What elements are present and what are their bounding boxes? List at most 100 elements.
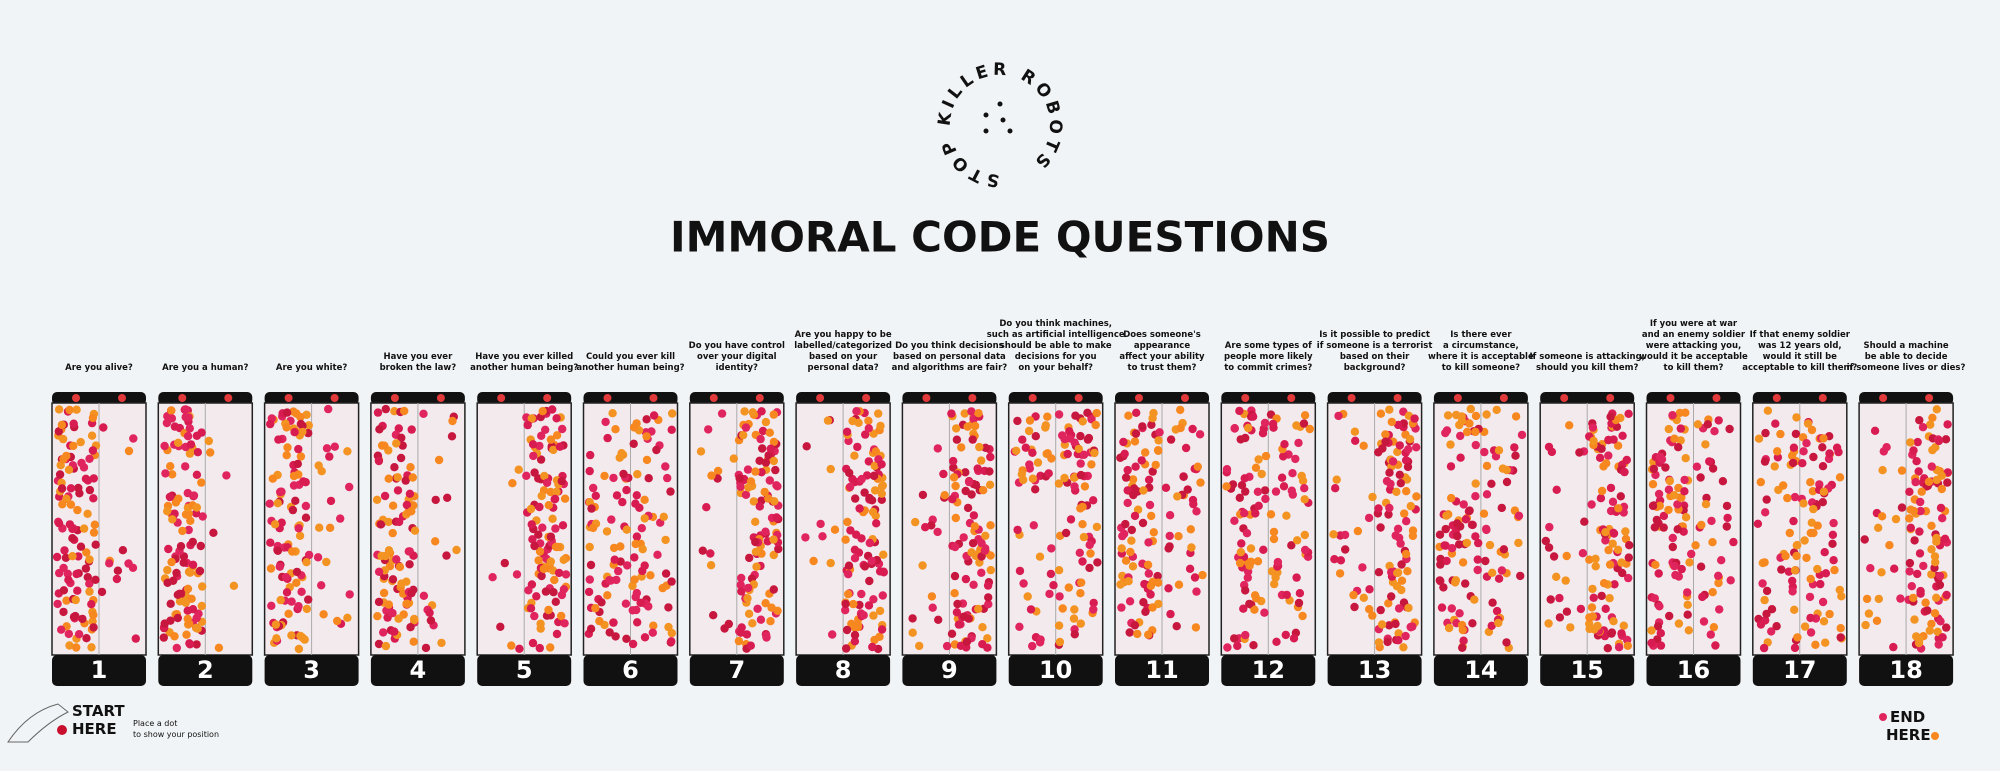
vote-dot	[548, 514, 557, 523]
vote-dot	[1041, 423, 1050, 432]
vote-dot	[1832, 443, 1842, 452]
vote-dot	[1648, 480, 1658, 489]
vote-dot	[87, 431, 97, 440]
vote-dot	[296, 412, 305, 422]
vote-dot	[409, 637, 418, 646]
vote-dot	[1482, 525, 1491, 535]
vote-dot	[1907, 582, 1917, 591]
vote-dot	[1240, 509, 1249, 518]
vote-dot	[642, 415, 651, 424]
vote-dot	[1392, 487, 1401, 496]
vote-dot	[1647, 626, 1656, 635]
vote-dot	[859, 611, 868, 620]
vote-dot	[951, 481, 960, 491]
vote-dot	[319, 610, 328, 619]
vote-dot	[633, 618, 642, 627]
logo-dot	[983, 112, 989, 118]
vote-dot	[406, 463, 415, 472]
vote-dot	[1394, 636, 1403, 645]
vote-dot	[850, 451, 859, 460]
vote-dot	[737, 623, 746, 632]
vote-dot	[1043, 412, 1052, 421]
vote-dot	[826, 464, 835, 474]
vote-dot	[1910, 615, 1919, 624]
vote-dot	[374, 639, 384, 649]
vote-dot	[384, 546, 394, 555]
vote-dot	[419, 591, 429, 600]
vote-dot	[1155, 428, 1164, 437]
vote-dot	[743, 594, 752, 603]
vote-dot	[1789, 443, 1799, 452]
vote-dot	[844, 561, 854, 570]
vote-dot	[735, 474, 744, 483]
vote-dot	[167, 557, 176, 567]
vote-dot	[375, 425, 384, 434]
vote-dot	[1117, 544, 1126, 553]
vote-dot	[1335, 569, 1345, 578]
vote-dot	[1934, 436, 1944, 446]
vote-dot	[1397, 560, 1406, 569]
question: Have you ever killed	[475, 352, 573, 362]
vote-dot	[874, 409, 883, 418]
vote-dot	[1928, 445, 1937, 455]
vote-dot	[984, 600, 993, 609]
vote-dot	[1930, 609, 1940, 618]
vote-dot	[841, 599, 850, 609]
vote-dot	[1915, 416, 1924, 425]
vote-dot	[1761, 428, 1770, 438]
panel-number: 14	[1464, 656, 1497, 684]
vote-dot	[1547, 447, 1557, 457]
vote-dot	[985, 467, 994, 476]
vote-dot	[857, 474, 866, 484]
question: Are you white?	[276, 363, 348, 373]
vote-dot	[1708, 538, 1717, 547]
vote-dot	[1588, 423, 1598, 432]
vote-dot	[933, 527, 942, 537]
vote-dot	[536, 455, 546, 464]
vote-dot	[1923, 606, 1932, 615]
vote-dot	[1790, 566, 1800, 575]
vote-dot	[1279, 452, 1288, 461]
badge	[816, 394, 825, 402]
vote-dot	[1295, 589, 1305, 598]
vote-dot	[282, 423, 291, 432]
badge	[436, 394, 445, 402]
vote-dot	[623, 561, 632, 570]
vote-dot	[640, 561, 649, 570]
vote-dot	[877, 489, 886, 498]
dots	[265, 404, 354, 654]
vote-dot	[181, 598, 190, 607]
vote-dot	[1596, 494, 1606, 503]
vote-dot	[170, 632, 179, 641]
vote-dot	[1018, 435, 1027, 444]
vote-dot	[1471, 411, 1481, 421]
question: Are you alive?	[65, 363, 133, 373]
vote-dot	[1044, 469, 1053, 478]
vote-dot	[1618, 568, 1627, 578]
vote-dot	[1625, 541, 1634, 550]
vote-dot	[933, 444, 942, 453]
vote-dot	[864, 601, 874, 610]
question: to commit crimes?	[1224, 363, 1312, 373]
vote-dot	[315, 523, 324, 532]
vote-dot	[649, 621, 658, 630]
vote-dot	[1394, 604, 1404, 613]
vote-dot	[611, 425, 620, 434]
dots	[52, 405, 140, 652]
vote-dot	[1243, 573, 1253, 582]
vote-dot	[1149, 528, 1159, 537]
vote-dot	[1891, 514, 1901, 524]
question: based on your	[809, 352, 878, 362]
vote-dot	[546, 557, 555, 566]
vote-dot	[1246, 544, 1256, 553]
vote-dot	[1405, 435, 1415, 444]
vote-dot	[322, 444, 332, 453]
vote-dot	[78, 614, 87, 624]
vote-dot	[1261, 451, 1271, 461]
vote-dot	[1298, 611, 1307, 621]
vote-dot	[845, 482, 855, 492]
vote-dot	[1046, 569, 1056, 579]
vote-dot	[539, 564, 548, 574]
vote-dot	[649, 411, 659, 420]
vote-dot	[1121, 556, 1131, 565]
